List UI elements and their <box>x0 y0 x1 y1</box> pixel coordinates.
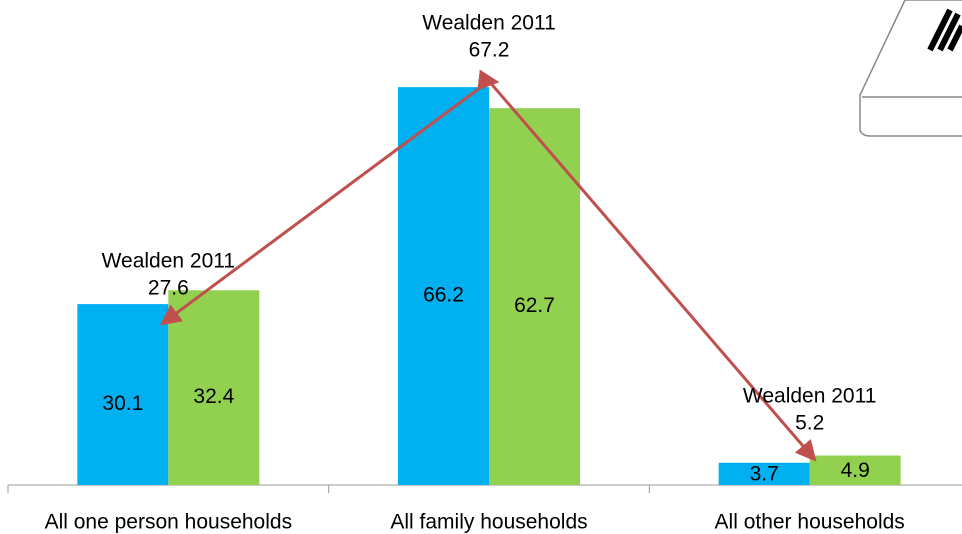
data-label: 32.4 <box>193 385 234 408</box>
x-tick-label: All one person households <box>45 511 293 534</box>
page: {"chart_data": {"type": "bar", "categori… <box>0 0 962 534</box>
data-label: 66.2 <box>423 284 464 307</box>
data-label-name: Wealden 2011 <box>743 384 877 407</box>
x-tick-label: All other households <box>715 511 905 534</box>
data-label: 62.7 <box>514 294 555 317</box>
data-label: 30.1 <box>102 392 143 415</box>
data-label: 27.6 <box>148 277 189 300</box>
decoration-logo <box>860 0 962 136</box>
data-label: 4.9 <box>841 459 870 482</box>
data-label-name: Wealden 2011 <box>422 12 556 35</box>
chart: All one person households 30.1 32.4 All fam… <box>0 0 962 534</box>
data-label: 5.2 <box>795 411 824 434</box>
x-tick-label: All family households <box>390 511 587 534</box>
data-label-name: Wealden 2011 <box>102 250 236 273</box>
data-label: 67.2 <box>469 39 510 62</box>
data-label: 3.7 <box>750 462 779 485</box>
